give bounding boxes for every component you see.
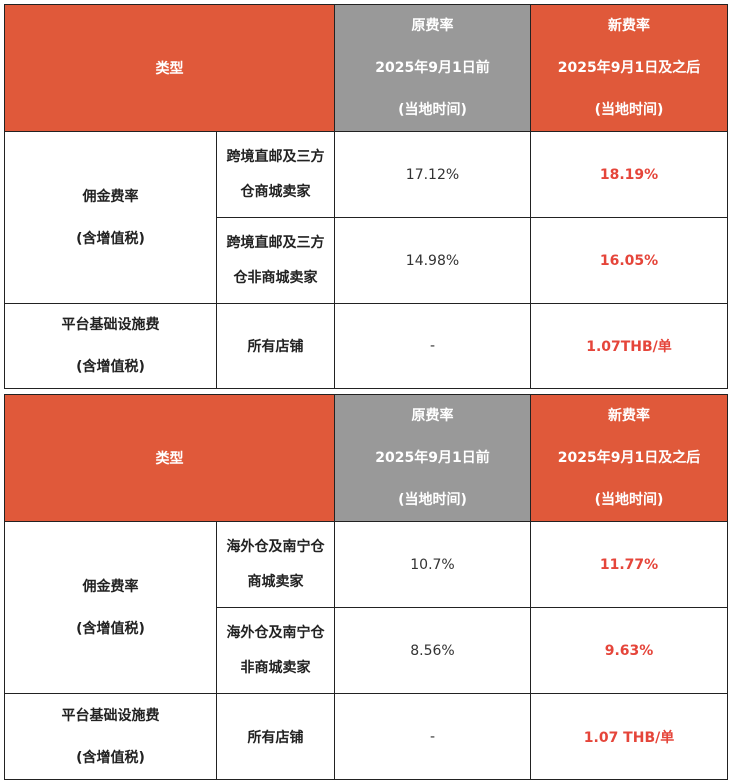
new-rate-cell: 11.77%: [530, 521, 728, 608]
store-type-cell: 海外仓及南宁仓 非商城卖家: [216, 607, 335, 694]
old-rate-cell: 8.56%: [334, 607, 531, 694]
table-row: 平台基础设施费 (含增值税) 所有店铺 - 1.07THB/单: [4, 303, 728, 389]
header-old-rate: 原费率 2025年9月1日前 (当地时间): [334, 4, 531, 132]
old-rate-cell: 10.7%: [334, 521, 531, 608]
store-type-cell: 所有店铺: [216, 693, 335, 780]
new-rate-cell: 9.63%: [530, 607, 728, 694]
table-row: 佣金费率 (含增值税) 海外仓及南宁仓 商城卖家 10.7% 11.77%: [4, 521, 728, 694]
table-row: 跨境直邮及三方 仓非商城卖家 14.98% 16.05%: [5, 217, 728, 304]
platform-fee-label: 平台基础设施费 (含增值税): [4, 693, 217, 780]
header-old-rate: 原费率 2025年9月1日前 (当地时间): [334, 394, 531, 522]
header-new-rate: 新费率 2025年9月1日及之后 (当地时间): [530, 394, 728, 522]
fee-table-cross-border: 类型 原费率 2025年9月1日前 (当地时间) 新费率 2025年9月1日及之…: [4, 4, 728, 389]
header-new-rate: 新费率 2025年9月1日及之后 (当地时间): [530, 4, 728, 132]
commission-rate-label: 佣金费率 (含增值税): [4, 521, 217, 694]
header-type: 类型: [4, 394, 335, 522]
store-type-cell: 所有店铺: [216, 303, 335, 389]
old-rate-cell: -: [334, 693, 531, 780]
new-rate-cell: 18.19%: [530, 131, 728, 218]
old-rate-cell: 17.12%: [334, 131, 531, 218]
store-type-cell: 海外仓及南宁仓 商城卖家: [216, 521, 335, 608]
old-rate-cell: -: [334, 303, 531, 389]
store-type-cell: 跨境直邮及三方 仓非商城卖家: [216, 217, 335, 304]
store-type-cell: 跨境直邮及三方 仓商城卖家: [216, 131, 335, 218]
table-row: 佣金费率 (含增值税) 跨境直邮及三方 仓商城卖家 17.12% 18.19%: [4, 131, 728, 304]
table-row: 海外仓及南宁仓 非商城卖家 8.56% 9.63%: [5, 607, 728, 694]
fee-table-overseas-warehouse: 类型 原费率 2025年9月1日前 (当地时间) 新费率 2025年9月1日及之…: [4, 394, 728, 780]
old-rate-cell: 14.98%: [334, 217, 531, 304]
header-type: 类型: [4, 4, 335, 132]
new-rate-cell: 1.07 THB/单: [530, 693, 728, 780]
commission-rate-label: 佣金费率 (含增值税): [4, 131, 217, 304]
new-rate-cell: 1.07THB/单: [530, 303, 728, 389]
table-row: 平台基础设施费 (含增值税) 所有店铺 - 1.07 THB/单: [4, 693, 728, 780]
table-header-row: 类型 原费率 2025年9月1日前 (当地时间) 新费率 2025年9月1日及之…: [4, 4, 728, 132]
table-header-row: 类型 原费率 2025年9月1日前 (当地时间) 新费率 2025年9月1日及之…: [4, 394, 728, 522]
platform-fee-label: 平台基础设施费 (含增值税): [4, 303, 217, 389]
new-rate-cell: 16.05%: [530, 217, 728, 304]
